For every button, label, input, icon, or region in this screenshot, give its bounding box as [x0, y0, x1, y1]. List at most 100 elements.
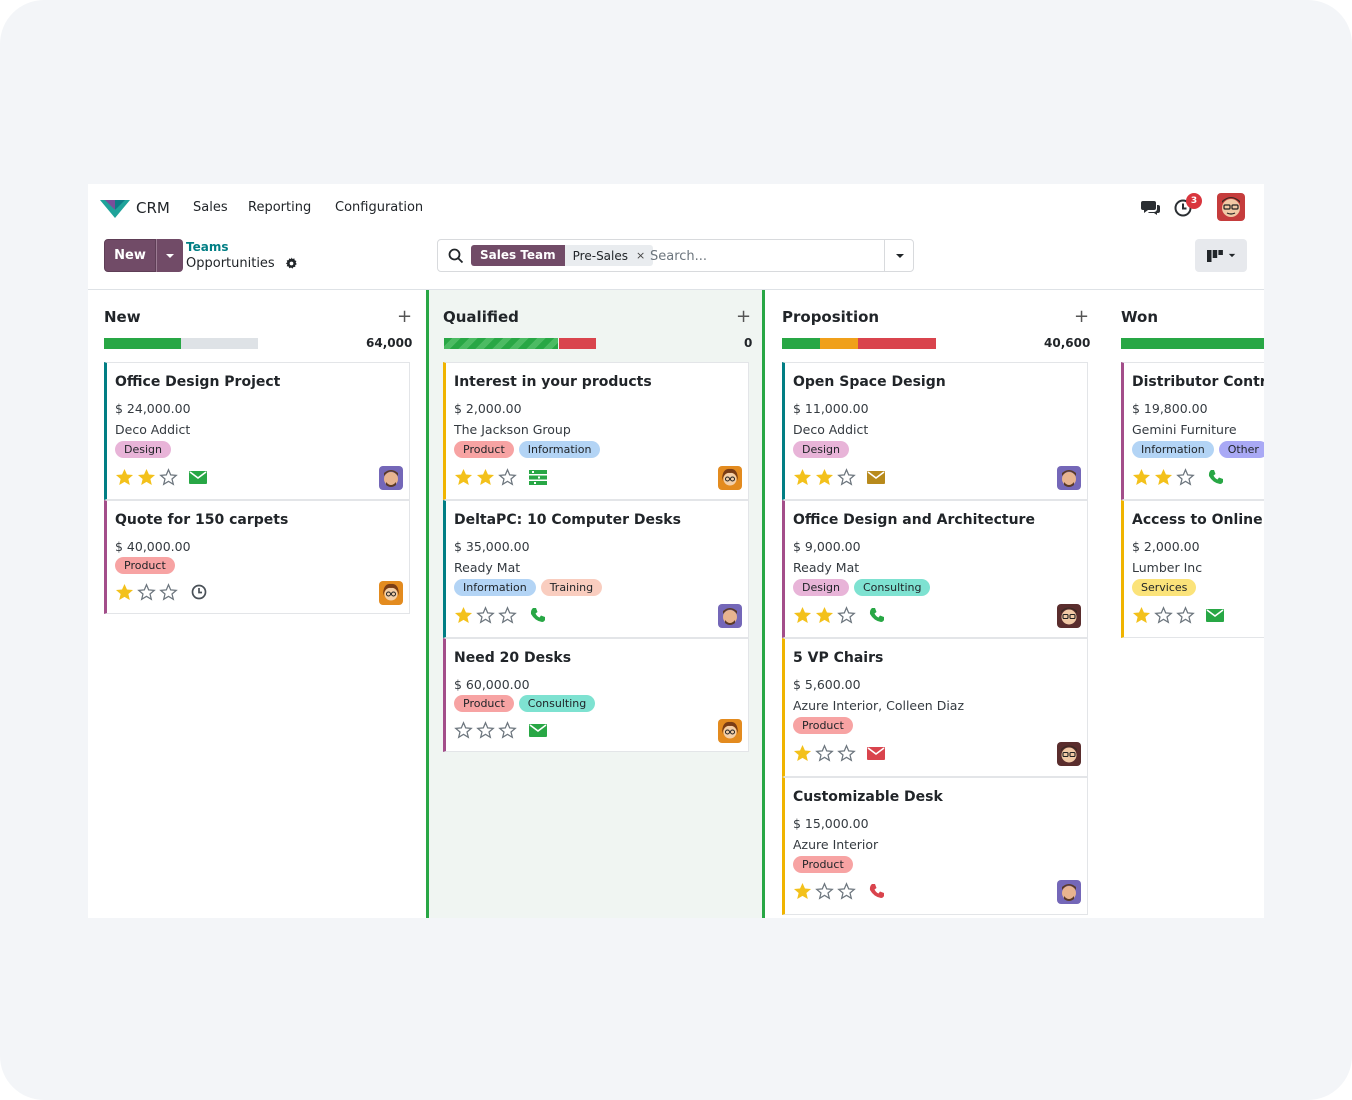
- salesperson-avatar[interactable]: [379, 581, 403, 605]
- priority-stars[interactable]: [793, 744, 856, 762]
- user-avatar[interactable]: [1217, 193, 1245, 221]
- salesperson-avatar[interactable]: [718, 719, 742, 743]
- salesperson-avatar[interactable]: [379, 466, 403, 490]
- priority-stars[interactable]: [793, 606, 856, 624]
- progress-segment-overdue[interactable]: [559, 338, 596, 349]
- star-empty-icon[interactable]: [137, 583, 156, 601]
- star-filled-icon[interactable]: [815, 468, 834, 486]
- crm-logo-icon[interactable]: [100, 198, 130, 218]
- column-quick-create-icon[interactable]: +: [1074, 306, 1090, 327]
- opportunity-card[interactable]: Distributor Contra $ 19,800.00 Gemini Fu…: [1121, 362, 1264, 500]
- menu-configuration[interactable]: Configuration: [335, 200, 424, 215]
- salesperson-avatar[interactable]: [1057, 604, 1081, 628]
- star-empty-icon[interactable]: [159, 583, 178, 601]
- opportunity-card[interactable]: Quote for 150 carpets $ 40,000.00 Produc…: [104, 500, 410, 614]
- salesperson-avatar[interactable]: [718, 466, 742, 490]
- star-empty-icon[interactable]: [498, 721, 517, 739]
- star-filled-icon[interactable]: [815, 606, 834, 624]
- star-filled-icon[interactable]: [1132, 606, 1151, 624]
- column-progress-bar[interactable]: [444, 338, 596, 349]
- task-list-icon[interactable]: [529, 470, 547, 485]
- star-empty-icon[interactable]: [159, 468, 178, 486]
- opportunity-card[interactable]: 5 VP Chairs $ 5,600.00 Azure Interior, C…: [782, 638, 1088, 777]
- progress-segment-planned[interactable]: [782, 338, 820, 349]
- opportunity-card[interactable]: DeltaPC: 10 Computer Desks $ 35,000.00 R…: [443, 500, 749, 638]
- priority-stars[interactable]: [454, 606, 517, 624]
- star-empty-icon[interactable]: [837, 882, 856, 900]
- email-icon[interactable]: [867, 471, 885, 484]
- phone-icon[interactable]: [1208, 469, 1224, 485]
- email-icon[interactable]: [189, 471, 207, 484]
- phone-icon[interactable]: [530, 607, 546, 623]
- new-dropdown-button[interactable]: [156, 239, 183, 272]
- star-filled-icon[interactable]: [115, 583, 134, 601]
- search-options-toggle[interactable]: [884, 240, 914, 271]
- star-filled-icon[interactable]: [454, 606, 473, 624]
- view-switcher-button[interactable]: [1195, 239, 1247, 272]
- gear-icon[interactable]: [285, 257, 298, 270]
- star-empty-icon[interactable]: [1176, 606, 1195, 624]
- opportunity-card[interactable]: Office Design Project $ 24,000.00 Deco A…: [104, 362, 410, 500]
- star-filled-icon[interactable]: [1132, 468, 1151, 486]
- star-empty-icon[interactable]: [476, 606, 495, 624]
- opportunity-card[interactable]: Open Space Design $ 11,000.00 Deco Addic…: [782, 362, 1088, 500]
- star-filled-icon[interactable]: [793, 606, 812, 624]
- facet-remove-icon[interactable]: ×: [636, 249, 646, 262]
- column-quick-create-icon[interactable]: +: [736, 306, 752, 327]
- opportunity-card[interactable]: Interest in your products $ 2,000.00 The…: [443, 362, 749, 500]
- search-input[interactable]: [650, 246, 880, 266]
- star-empty-icon[interactable]: [1154, 606, 1173, 624]
- priority-stars[interactable]: [454, 721, 517, 739]
- salesperson-avatar[interactable]: [1057, 742, 1081, 766]
- progress-segment-planned[interactable]: [444, 338, 559, 349]
- salesperson-avatar[interactable]: [1057, 466, 1081, 490]
- star-filled-icon[interactable]: [793, 882, 812, 900]
- star-filled-icon[interactable]: [454, 468, 473, 486]
- star-empty-icon[interactable]: [815, 744, 834, 762]
- star-filled-icon[interactable]: [793, 744, 812, 762]
- salesperson-avatar[interactable]: [718, 604, 742, 628]
- star-filled-icon[interactable]: [793, 468, 812, 486]
- star-empty-icon[interactable]: [815, 882, 834, 900]
- priority-stars[interactable]: [115, 468, 178, 486]
- star-filled-icon[interactable]: [476, 468, 495, 486]
- clock-icon[interactable]: [191, 584, 207, 600]
- phone-icon[interactable]: [869, 607, 885, 623]
- star-filled-icon[interactable]: [115, 468, 134, 486]
- column-progress-bar[interactable]: [1121, 338, 1264, 349]
- star-empty-icon[interactable]: [498, 606, 517, 624]
- menu-reporting[interactable]: Reporting: [248, 200, 312, 215]
- star-filled-icon[interactable]: [137, 468, 156, 486]
- priority-stars[interactable]: [1132, 606, 1195, 624]
- email-icon[interactable]: [867, 747, 885, 760]
- phone-icon[interactable]: [869, 883, 885, 899]
- opportunity-card[interactable]: Office Design and Architecture $ 9,000.0…: [782, 500, 1088, 638]
- star-filled-icon[interactable]: [1154, 468, 1173, 486]
- star-empty-icon[interactable]: [498, 468, 517, 486]
- progress-segment-planned[interactable]: [104, 338, 181, 349]
- column-progress-bar[interactable]: [104, 338, 258, 349]
- email-icon[interactable]: [1206, 609, 1224, 622]
- priority-stars[interactable]: [115, 583, 178, 601]
- star-empty-icon[interactable]: [837, 606, 856, 624]
- star-empty-icon[interactable]: [454, 721, 473, 739]
- progress-segment-today[interactable]: [820, 338, 858, 349]
- opportunity-card[interactable]: Need 20 Desks $ 60,000.00 Product Consul…: [443, 638, 749, 752]
- opportunity-card[interactable]: Access to Online C $ 2,000.00 Lumber Inc…: [1121, 500, 1264, 638]
- opportunity-card[interactable]: Customizable Desk $ 15,000.00 Azure Inte…: [782, 777, 1088, 915]
- column-progress-bar[interactable]: [782, 338, 936, 349]
- star-empty-icon[interactable]: [837, 468, 856, 486]
- progress-segment-planned[interactable]: [1121, 338, 1264, 349]
- breadcrumb-teams[interactable]: Teams: [186, 240, 229, 254]
- priority-stars[interactable]: [793, 468, 856, 486]
- star-empty-icon[interactable]: [1176, 468, 1195, 486]
- search-icon[interactable]: [448, 248, 464, 264]
- progress-segment-overdue[interactable]: [858, 338, 936, 349]
- app-name[interactable]: CRM: [136, 199, 170, 217]
- discuss-chat-icon[interactable]: [1141, 199, 1161, 216]
- star-empty-icon[interactable]: [837, 744, 856, 762]
- progress-segment-none[interactable]: [181, 338, 258, 349]
- email-icon[interactable]: [529, 724, 547, 737]
- salesperson-avatar[interactable]: [1057, 880, 1081, 904]
- menu-sales[interactable]: Sales: [193, 200, 228, 215]
